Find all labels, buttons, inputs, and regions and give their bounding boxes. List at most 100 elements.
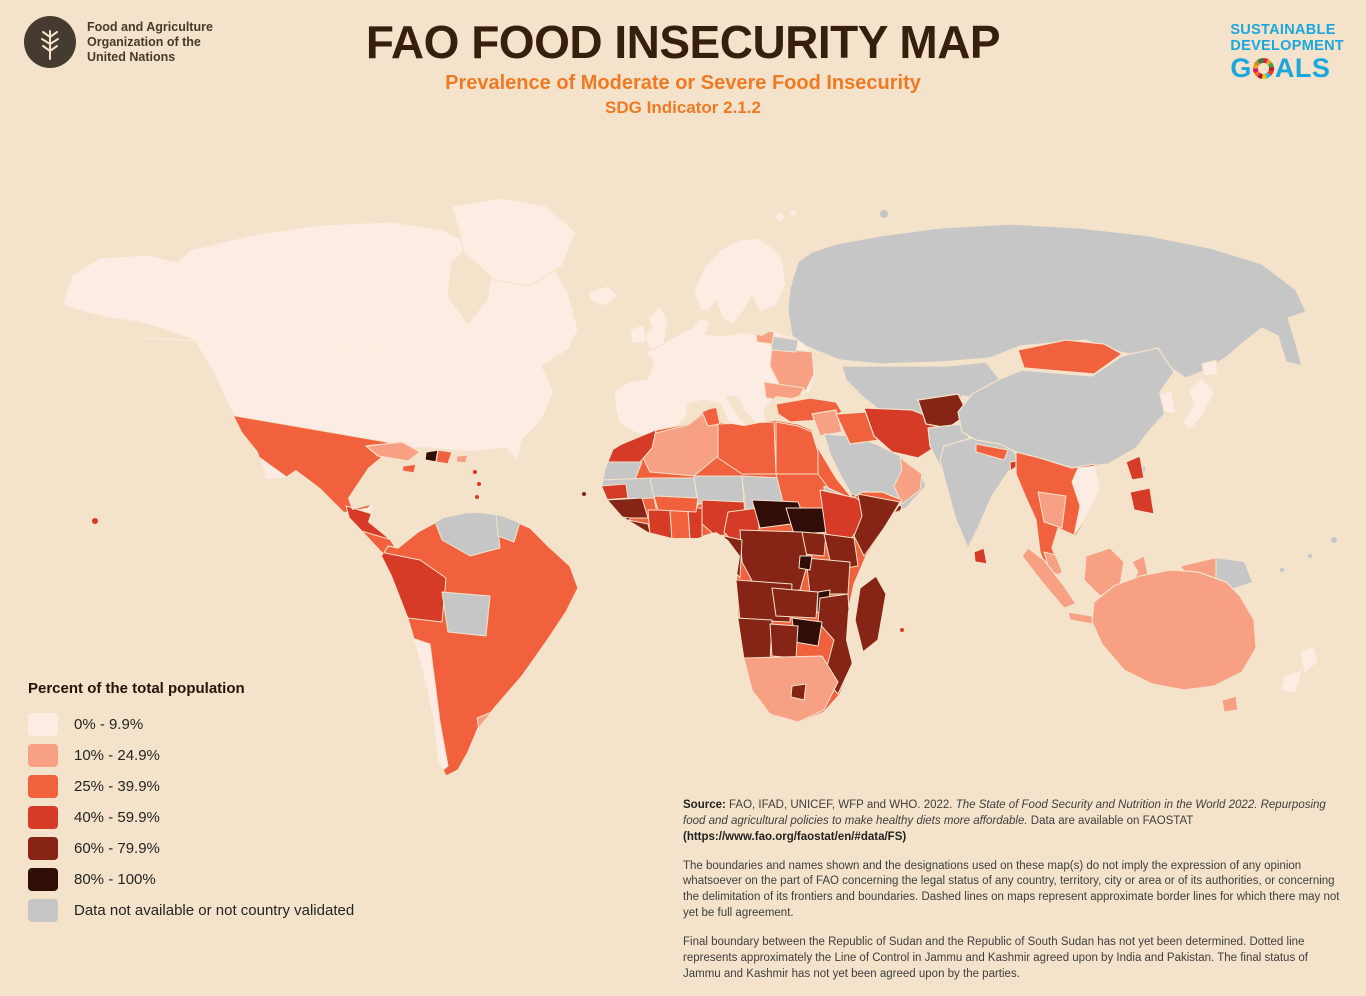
legend-swatch — [28, 837, 58, 860]
region-china — [957, 347, 1175, 469]
source-report-title: The State of Food Security and Nutrition… — [683, 799, 1326, 827]
island-mauritius — [900, 628, 904, 632]
world-map — [61, 197, 1337, 777]
region-senegal — [602, 483, 629, 501]
region-guinea — [605, 497, 649, 519]
sdg-goals-g: G — [1230, 53, 1252, 83]
legend-label: 25% - 39.9% — [74, 778, 160, 795]
legend-item: 25% - 39.9% — [28, 775, 354, 798]
region-zambia — [771, 587, 819, 619]
legend-item: 40% - 59.9% — [28, 806, 354, 829]
region-ghana — [669, 509, 691, 541]
region-greenland — [451, 197, 577, 287]
region-ireland — [629, 323, 647, 345]
region-africa — [601, 407, 903, 723]
region-russia — [787, 223, 1307, 379]
legend: Percent of the total population 0% - 9.9… — [28, 680, 354, 930]
faostat-url[interactable]: (https://www.fao.org/faostat/en/#data/FS… — [683, 830, 907, 843]
disclaimer-note: The boundaries and names shown and the d… — [683, 859, 1340, 920]
region-se-asia-mainland — [1015, 451, 1101, 579]
region-madagascar — [854, 575, 887, 653]
notes: Source: FAO, IFAD, UNICEF, WFP and WHO. … — [683, 798, 1343, 996]
region-south-africa — [743, 655, 839, 722]
legend-swatch — [28, 775, 58, 798]
region-cuba — [365, 441, 421, 462]
sdg-logo-goals: G ALS — [1230, 54, 1344, 82]
legend-swatch — [28, 899, 58, 922]
legend-label: Data not available or not country valida… — [74, 902, 355, 919]
legend-swatch — [28, 744, 58, 767]
region-rwanda-burundi — [798, 555, 813, 571]
region-levant — [811, 409, 843, 437]
wheat-icon — [41, 30, 59, 60]
region-india — [939, 437, 1023, 549]
island-svalbard — [776, 213, 784, 221]
region-ukraine — [769, 347, 815, 391]
island-hawaii — [92, 518, 98, 524]
sdg-goals-als: ALS — [1274, 53, 1331, 83]
region-burkina-faso — [653, 495, 699, 513]
region-belarus — [769, 335, 799, 353]
source-text-2: Data are available on FAOSTAT — [1027, 814, 1194, 827]
island-fiji — [1331, 537, 1337, 543]
org-name-line2: Organization of the — [87, 35, 201, 49]
region-afghanistan — [917, 393, 969, 429]
fao-header-block: Food and Agriculture Organization of the… — [24, 16, 213, 68]
island-novaya-zemlya — [880, 210, 888, 218]
region-togo-benin — [687, 507, 703, 541]
legend-label: 80% - 100% — [74, 871, 156, 888]
legend-swatch — [28, 806, 58, 829]
legend-swatch — [28, 713, 58, 736]
legend-label: 60% - 79.9% — [74, 840, 160, 857]
sdg-wheel-icon — [1252, 57, 1274, 79]
region-nepal — [975, 443, 1009, 461]
island-new-caledonia — [1308, 554, 1312, 558]
region-jamaica — [401, 463, 417, 474]
org-name-line1: Food and Agriculture — [87, 20, 213, 34]
source-label: Source: — [683, 799, 726, 811]
legend-items: 0% - 9.9% 10% - 24.9% 25% - 39.9% 40% - 59.… — [28, 713, 354, 922]
sdg-logo: SUSTAINABLE DEVELOPMENT G ALS — [1230, 22, 1344, 82]
org-name: Food and Agriculture Organization of the… — [87, 16, 213, 65]
region-sierra-leone — [610, 515, 631, 535]
region-sri-lanka — [973, 547, 988, 565]
island-solomon-islands — [1280, 568, 1284, 572]
region-tasmania — [1221, 695, 1239, 713]
region-bolivia — [441, 591, 491, 637]
region-libya — [717, 421, 777, 475]
us-canada-border — [145, 337, 545, 357]
source-text-1: FAO, IFAD, UNICEF, WFP and WHO. 2022. — [725, 799, 956, 811]
region-philippines-luzon — [1125, 455, 1145, 481]
region-iceland — [587, 285, 619, 307]
region-scandinavia — [693, 237, 787, 325]
region-tanzania — [805, 557, 851, 595]
legend-item: 60% - 79.9% — [28, 837, 354, 860]
region-philippines-mindanao — [1129, 487, 1155, 515]
region-japan — [1181, 377, 1215, 431]
island-lesser-antilles-2 — [477, 482, 481, 486]
legend-label: 10% - 24.9% — [74, 747, 160, 764]
legend-item: 0% - 9.9% — [28, 713, 354, 736]
legend-label: 0% - 9.9% — [74, 716, 144, 733]
legend-swatch — [28, 868, 58, 891]
island-lesser-antilles-1 — [473, 470, 477, 474]
region-europe — [613, 317, 817, 439]
fao-logo — [24, 16, 76, 68]
region-baltic-states — [755, 329, 775, 345]
region-new-zealand-south — [1279, 669, 1303, 695]
legend-title: Percent of the total population — [28, 680, 245, 697]
island-cape-verde — [582, 492, 586, 496]
region-mongolia — [1017, 339, 1123, 375]
region-united-kingdom — [643, 305, 669, 351]
region-iran — [863, 407, 941, 459]
sdg-logo-line1: SUSTAINABLE — [1230, 22, 1336, 38]
region-new-zealand-north — [1299, 645, 1319, 675]
region-dominican-republic — [435, 449, 453, 465]
source-note: Source: FAO, IFAD, UNICEF, WFP and WHO. … — [683, 798, 1343, 846]
legend-item: Data not available or not country valida… — [28, 899, 354, 922]
region-korea — [1159, 389, 1177, 415]
boundary-note: Final boundary between the Republic of S… — [683, 936, 1308, 980]
legend-label: 40% - 59.9% — [74, 809, 160, 826]
island-trinidad — [475, 495, 479, 499]
sdg-logo-line2: DEVELOPMENT — [1230, 38, 1344, 54]
